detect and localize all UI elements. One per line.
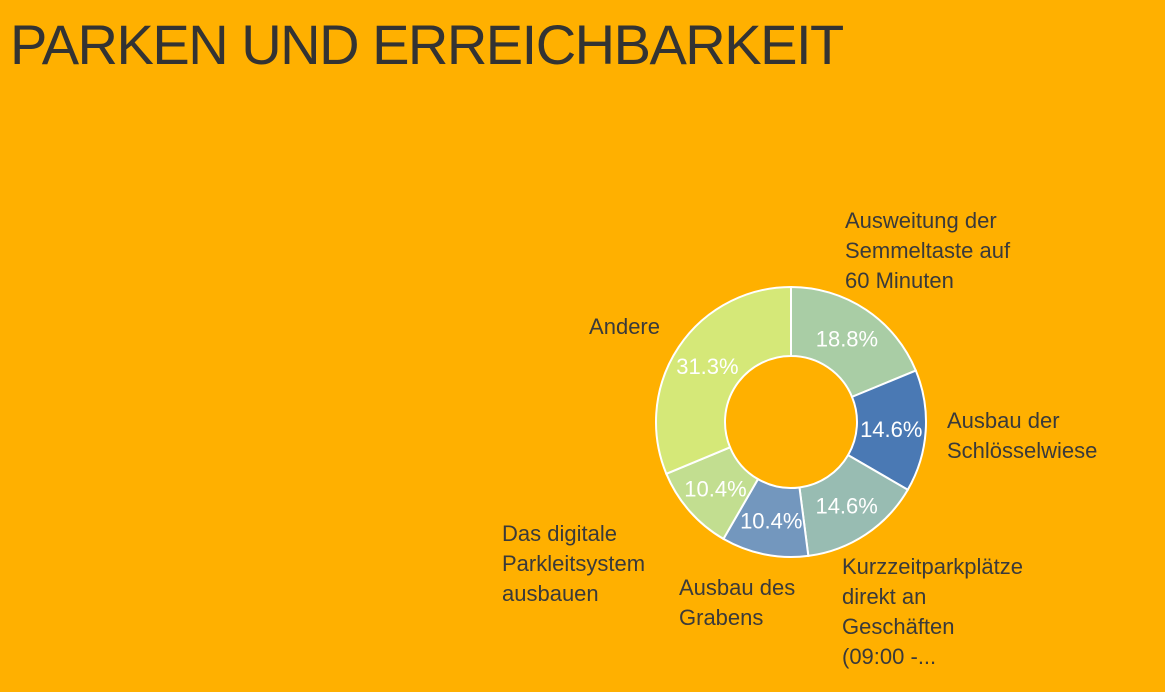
page-title: PARKEN UND ERREICHBARKEIT — [10, 13, 844, 76]
slice-percentage-label: 31.3% — [676, 354, 738, 379]
slice-category-label: Ausweitung der Semmeltaste auf 60 Minuten — [845, 208, 1011, 293]
category-labels: Ausweitung der Semmeltaste auf 60 Minuten A… — [502, 208, 1097, 669]
slice-category-label: Andere — [589, 314, 660, 339]
donut-slices — [655, 285, 927, 558]
slice-percentage-label: 10.4% — [740, 509, 802, 534]
slice-percentage-label: 10.4% — [684, 476, 746, 501]
slice-percentage-label: 14.6% — [860, 417, 922, 442]
slice-percentage-label: 14.6% — [815, 494, 877, 519]
slice-category-label: Ausbau des Grabens — [679, 575, 795, 630]
slice-category-label: Das digitale Parkleitsystem ausbauen — [502, 521, 645, 606]
slice-category-label: Kurzzeitparkplätze direkt an Geschäften (09… — [842, 554, 1023, 669]
percentage-labels: 18.8% 14.6% 14.6% 10.4% 10.4% 31.3% — [676, 326, 922, 533]
donut-slice — [790, 285, 918, 399]
donut-slice — [655, 285, 792, 476]
slice-percentage-label: 18.8% — [816, 326, 878, 351]
slice-category-label: Ausbau der Schlösselwiese — [947, 408, 1097, 463]
